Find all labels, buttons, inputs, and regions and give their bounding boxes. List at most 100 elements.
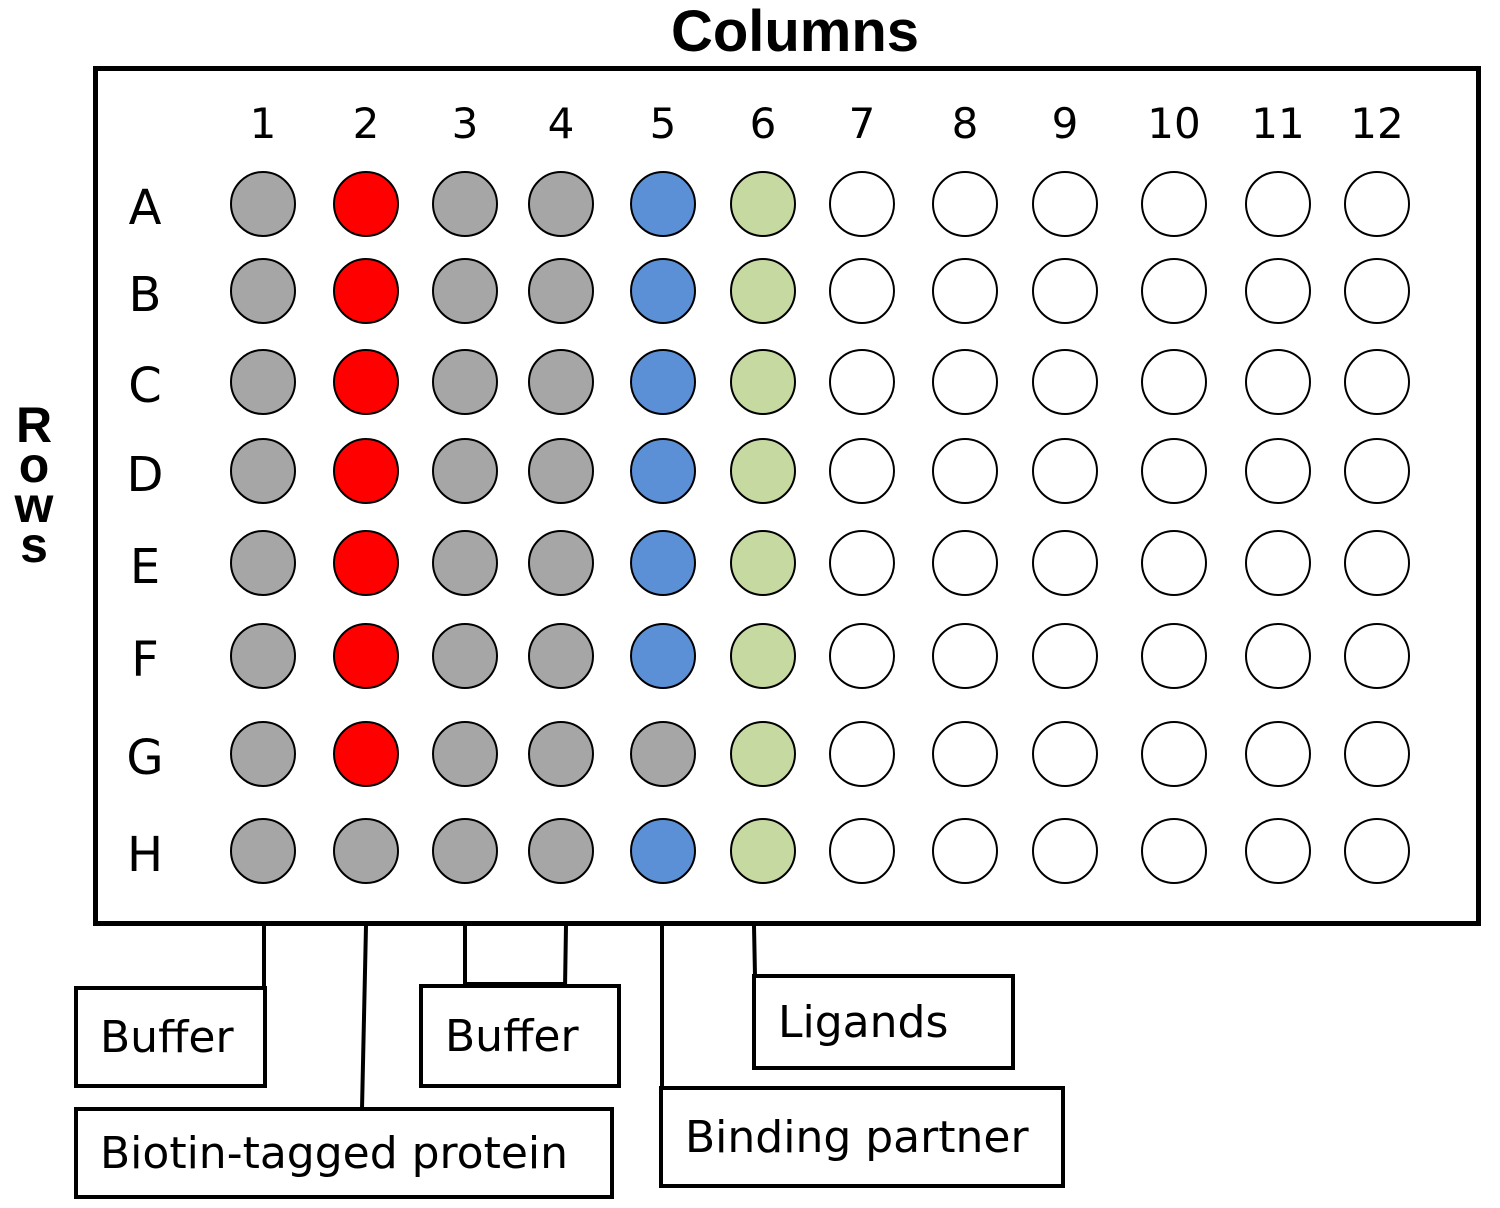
columns-title: Columns [670,0,920,64]
well-B2 [333,258,399,324]
row-label-H: H [126,827,164,883]
column-label-4: 4 [547,99,575,148]
column-label-3: 3 [451,99,479,148]
well-D12 [1344,438,1410,504]
well-G6 [730,721,796,787]
row-label-E: E [129,539,161,595]
well-G11 [1245,721,1311,787]
well-F8 [932,623,998,689]
column-label-7: 7 [848,99,876,148]
well-G12 [1344,721,1410,787]
legend-box-ligands: Ligands [752,974,1015,1070]
well-E12 [1344,530,1410,596]
legend-box-biotin: Biotin-tagged protein [74,1107,614,1199]
well-F10 [1141,623,1207,689]
well-D3 [432,438,498,504]
well-G5 [630,721,696,787]
legend-box-buffer-1: Buffer [74,986,267,1088]
well-F12 [1344,623,1410,689]
well-H9 [1032,818,1098,884]
well-B5 [630,258,696,324]
well-A9 [1032,171,1098,237]
well-D6 [730,438,796,504]
column-label-2: 2 [352,99,380,148]
well-D11 [1245,438,1311,504]
well-D10 [1141,438,1207,504]
well-A7 [829,171,895,237]
well-G9 [1032,721,1098,787]
well-H6 [730,818,796,884]
column-label-12: 12 [1350,99,1404,148]
rows-title-letter: o [18,437,50,493]
well-A10 [1141,171,1207,237]
well-C11 [1245,349,1311,415]
well-E5 [630,530,696,596]
well-E7 [829,530,895,596]
well-B4 [528,258,594,324]
well-C2 [333,349,399,415]
well-B1 [230,258,296,324]
well-D9 [1032,438,1098,504]
well-D7 [829,438,895,504]
well-H5 [630,818,696,884]
legend-label-partner: Binding partner [685,1111,1029,1163]
rows-title-letter: s [20,517,48,573]
well-C10 [1141,349,1207,415]
well-G10 [1141,721,1207,787]
legend-label-buffer-2: Buffer [445,1010,579,1062]
well-B6 [730,258,796,324]
well-H11 [1245,818,1311,884]
legend-box-buffer-2: Buffer [419,984,621,1088]
legend-label-ligands: Ligands [778,996,949,1048]
well-A12 [1344,171,1410,237]
well-F9 [1032,623,1098,689]
well-F6 [730,623,796,689]
well-C5 [630,349,696,415]
well-F3 [432,623,498,689]
column-label-11: 11 [1251,99,1305,148]
well-E4 [528,530,594,596]
well-F5 [630,623,696,689]
legend-label-biotin: Biotin-tagged protein [100,1127,569,1179]
well-A11 [1245,171,1311,237]
well-F7 [829,623,895,689]
well-A6 [730,171,796,237]
well-A1 [230,171,296,237]
well-F2 [333,623,399,689]
well-H3 [432,818,498,884]
leader-buffer-col4 [563,925,568,989]
well-C8 [932,349,998,415]
well-B8 [932,258,998,324]
row-label-C: C [128,358,162,414]
well-B3 [432,258,498,324]
well-D1 [230,438,296,504]
well-A8 [932,171,998,237]
well-F1 [230,623,296,689]
well-C6 [730,349,796,415]
well-G7 [829,721,895,787]
well-F11 [1245,623,1311,689]
well-A3 [432,171,498,237]
well-G4 [528,721,594,787]
well-G3 [432,721,498,787]
well-D8 [932,438,998,504]
well-H7 [829,818,895,884]
well-C4 [528,349,594,415]
column-label-10: 10 [1147,99,1201,148]
row-label-A: A [128,180,162,236]
well-B7 [829,258,895,324]
column-label-8: 8 [951,99,979,148]
well-E1 [230,530,296,596]
well-E11 [1245,530,1311,596]
leader-ligands-col6 [752,925,757,977]
column-label-6: 6 [749,99,777,148]
rows-title-letter: w [14,477,54,533]
well-E10 [1141,530,1207,596]
well-H2 [333,818,399,884]
row-label-B: B [128,267,162,323]
well-D2 [333,438,399,504]
well-G1 [230,721,296,787]
well-H1 [230,818,296,884]
well-G8 [932,721,998,787]
row-label-D: D [126,447,164,503]
